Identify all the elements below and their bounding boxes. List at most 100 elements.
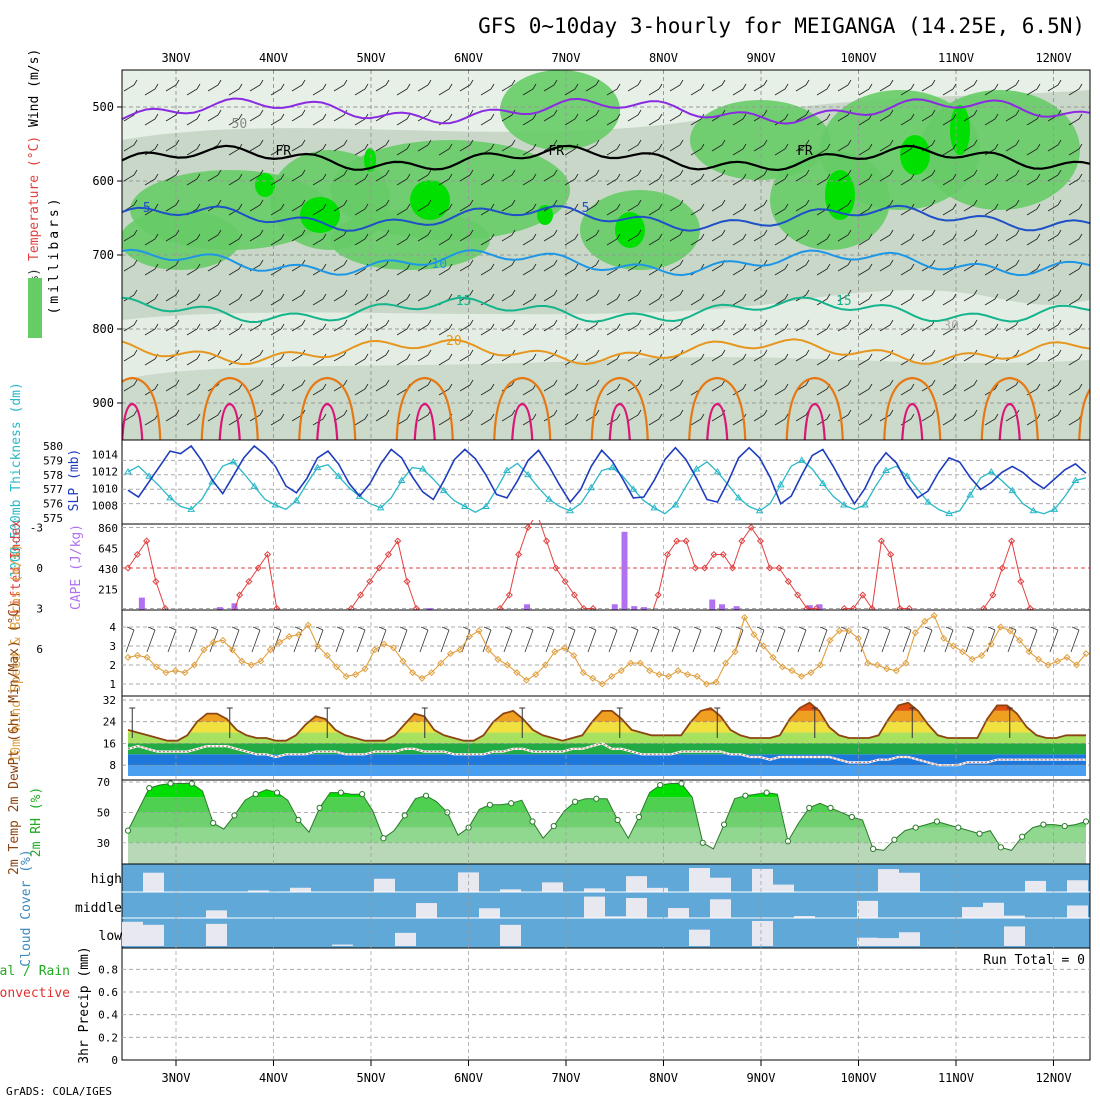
li-marker: [1017, 577, 1025, 586]
wind-marker: [352, 670, 360, 679]
wind-barb: [165, 199, 180, 212]
rh-marker: [1040, 821, 1047, 828]
wind-barb: [543, 109, 558, 122]
wind-barb: [270, 353, 285, 366]
wind-barb: [627, 379, 642, 392]
thickness-marker: [629, 485, 638, 492]
wind-barb: [207, 289, 222, 302]
wind-marker: [655, 670, 663, 679]
cape-bar: [231, 603, 238, 610]
li-frame: [121, 523, 1091, 611]
rh-bright-blob: [615, 212, 645, 248]
wind-barb: [501, 319, 516, 332]
contour-label: 20: [446, 334, 462, 349]
thickness-marker: [650, 503, 659, 511]
li-marker: [524, 523, 532, 532]
wind-marker: [437, 659, 445, 667]
wind-barb: [690, 323, 705, 336]
wind-marker: [1044, 661, 1052, 669]
li-marker: [729, 564, 737, 572]
wind-barb: [480, 383, 495, 396]
wind-barb: [543, 319, 558, 332]
rh-line: [127, 783, 1087, 851]
wind-barb: [921, 169, 936, 182]
wind-barb: [963, 199, 978, 212]
wind-marker: [731, 648, 739, 656]
wind-marker: [209, 638, 217, 646]
wind-barb: [186, 233, 201, 246]
wind-marker: [845, 627, 853, 635]
wind-marker: [759, 642, 768, 650]
slp-ylabel: SLP (mb): [67, 449, 82, 512]
thickness-marker: [1050, 505, 1059, 512]
thickness-marker: [482, 502, 490, 509]
rh-marker: [401, 812, 408, 819]
wind-barb: [249, 109, 264, 122]
thickness-marker: [187, 505, 196, 512]
wind-barb: [270, 383, 285, 396]
wind-barb: [753, 349, 768, 362]
wind-barb: [816, 323, 831, 336]
wind-marker: [570, 651, 578, 660]
wind-barb: [375, 169, 390, 182]
wind-marker: [693, 672, 701, 680]
wind-barb: [900, 323, 915, 336]
wind-marker: [674, 667, 682, 675]
wind-marker: [285, 632, 293, 641]
wind-barb: [480, 413, 495, 426]
wind-marker: [684, 670, 692, 679]
wind-barb: [188, 626, 198, 653]
thickness-marker: [292, 496, 301, 504]
wind-barb: [900, 113, 915, 126]
wind-barb: [900, 383, 915, 396]
wind-barb: [669, 169, 684, 182]
wind-barb: [585, 289, 600, 302]
contour-label: FR: [548, 144, 564, 159]
wind-marker: [769, 653, 777, 661]
wind-barb: [375, 319, 390, 332]
wind-barb: [146, 626, 156, 653]
cloud-cell: [878, 869, 899, 892]
contour-label: 15: [456, 294, 472, 309]
wind-barb: [816, 263, 831, 276]
wind-barb: [564, 293, 579, 306]
wind-barb: [984, 113, 999, 126]
rh-marker: [806, 804, 813, 811]
wind-barb: [228, 233, 243, 246]
wind-barb: [207, 319, 222, 332]
wind-barb: [900, 173, 915, 186]
wind-barb: [396, 263, 411, 276]
wind-marker: [418, 674, 426, 682]
wind-barb: [753, 229, 768, 242]
wind-barb: [984, 233, 999, 246]
wind-marker: [295, 631, 303, 639]
wind-barb: [1005, 229, 1020, 242]
wind-barb: [419, 626, 429, 653]
rh-marker: [891, 836, 898, 843]
cloud-cell: [626, 876, 647, 892]
wind-barb: [816, 143, 831, 156]
isotherm-25-loop: [1078, 387, 1090, 440]
wind-barb: [669, 79, 684, 92]
precip-ylabel: 3hr Precip (mm): [77, 946, 92, 1063]
wind-marker: [399, 657, 407, 665]
wind-barb: [564, 233, 579, 246]
wind-barb: [776, 626, 786, 653]
wind-barb: [356, 626, 366, 653]
wind-barb: [587, 626, 597, 653]
wind-barb: [795, 169, 810, 182]
wind-barb: [543, 379, 558, 392]
thickness-marker: [271, 501, 280, 508]
wind-barb: [482, 626, 492, 653]
wind-barb: [1068, 113, 1083, 126]
y-tick-label: 800: [92, 322, 114, 336]
cloud-cell: [1067, 880, 1088, 892]
cloud-cell: [752, 868, 773, 892]
thickness-marker: [587, 483, 596, 491]
li-marker: [236, 591, 244, 599]
wind-barb: [627, 199, 642, 212]
wind-barb: [1068, 143, 1083, 156]
wind-barb: [375, 79, 390, 92]
rh-marker: [1082, 818, 1090, 825]
